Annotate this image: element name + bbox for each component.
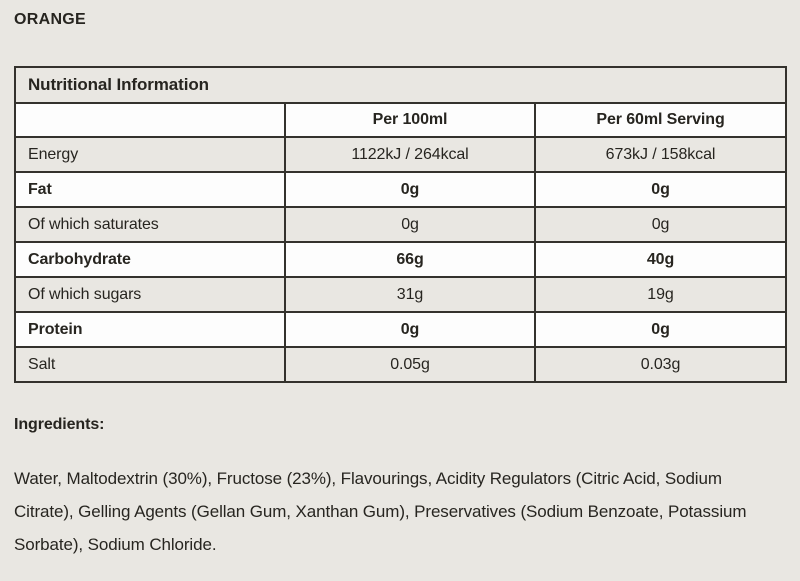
column-header-per100: Per 100ml — [284, 102, 536, 138]
table-row: Of which saturates 0g 0g — [14, 206, 788, 243]
ingredients-text: Water, Maltodextrin (30%), Fructose (23%… — [14, 469, 747, 554]
ingredients-section: Ingredients: Water, Maltodextrin (30%), … — [14, 416, 786, 561]
table-row: Of which sugars 31g 19g — [14, 276, 788, 313]
row-serving-cell: 0g — [533, 171, 788, 208]
row-serving-cell: 0g — [533, 206, 788, 243]
row-serving-cell: 19g — [533, 276, 788, 313]
row-serving-cell: 673kJ / 158kcal — [533, 136, 788, 173]
product-title: ORANGE — [14, 11, 87, 28]
row-label-cell: Of which sugars — [14, 276, 286, 313]
table-row: Salt 0.05g 0.03g — [14, 346, 788, 383]
table-row: Carbohydrate 66g 40g — [14, 241, 788, 278]
row-label-cell: Salt — [14, 346, 286, 383]
row-serving-cell: 0.03g — [533, 346, 788, 383]
row-serving-cell: 0g — [533, 311, 788, 348]
table-row: Fat 0g 0g — [14, 171, 788, 208]
row-label-cell: Protein — [14, 311, 286, 348]
page: ORANGE Nutritional Information Per 100ml… — [13, 11, 788, 561]
row-label-cell: Fat — [14, 171, 286, 208]
row-serving-cell: 40g — [533, 241, 788, 278]
row-per100-cell: 31g — [284, 276, 536, 313]
nutrition-table-body: Nutritional Information Per 100ml Per 60… — [13, 66, 788, 383]
column-header-empty — [14, 102, 286, 138]
row-label-cell: Energy — [14, 136, 286, 173]
row-label-cell: Of which saturates — [14, 206, 286, 243]
column-header-row: Per 100ml Per 60ml Serving — [14, 102, 788, 138]
row-per100-cell: 0g — [284, 171, 536, 208]
row-per100-cell: 0g — [284, 206, 536, 243]
ingredients-heading: Ingredients: — [14, 416, 105, 433]
table-row: Protein 0g 0g — [14, 311, 788, 348]
row-label-cell: Carbohydrate — [14, 241, 286, 278]
table-title: Nutritional Information — [13, 66, 788, 104]
row-per100-cell: 1122kJ / 264kcal — [284, 136, 536, 173]
row-per100-cell: 66g — [284, 241, 536, 278]
table-row: Energy 1122kJ / 264kcal 673kJ / 158kcal — [14, 136, 788, 173]
row-per100-cell: 0g — [284, 311, 536, 348]
nutrition-table: Nutritional Information Per 100ml Per 60… — [13, 66, 788, 383]
table-title-row: Nutritional Information — [13, 66, 788, 104]
column-header-serving: Per 60ml Serving — [533, 102, 788, 138]
row-per100-cell: 0.05g — [284, 346, 536, 383]
